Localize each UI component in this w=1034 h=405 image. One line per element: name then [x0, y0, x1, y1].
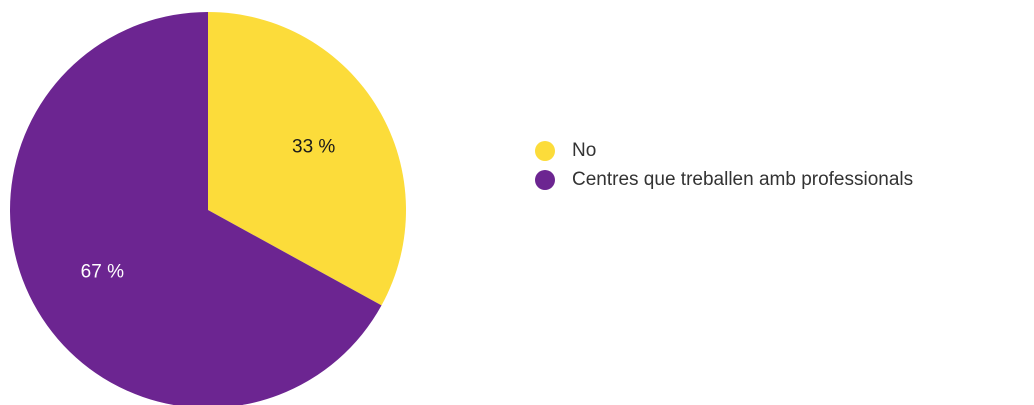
pie-slice: [10, 12, 382, 405]
slice-label: 67 %: [81, 262, 124, 283]
slice-label: 33 %: [292, 137, 335, 158]
legend-marker: [535, 170, 555, 190]
pie-slice: [208, 12, 407, 306]
legend-label: No: [572, 140, 596, 161]
legend-marker: [535, 141, 555, 161]
legend-label: Centres que treballen amb professionals: [572, 169, 913, 190]
